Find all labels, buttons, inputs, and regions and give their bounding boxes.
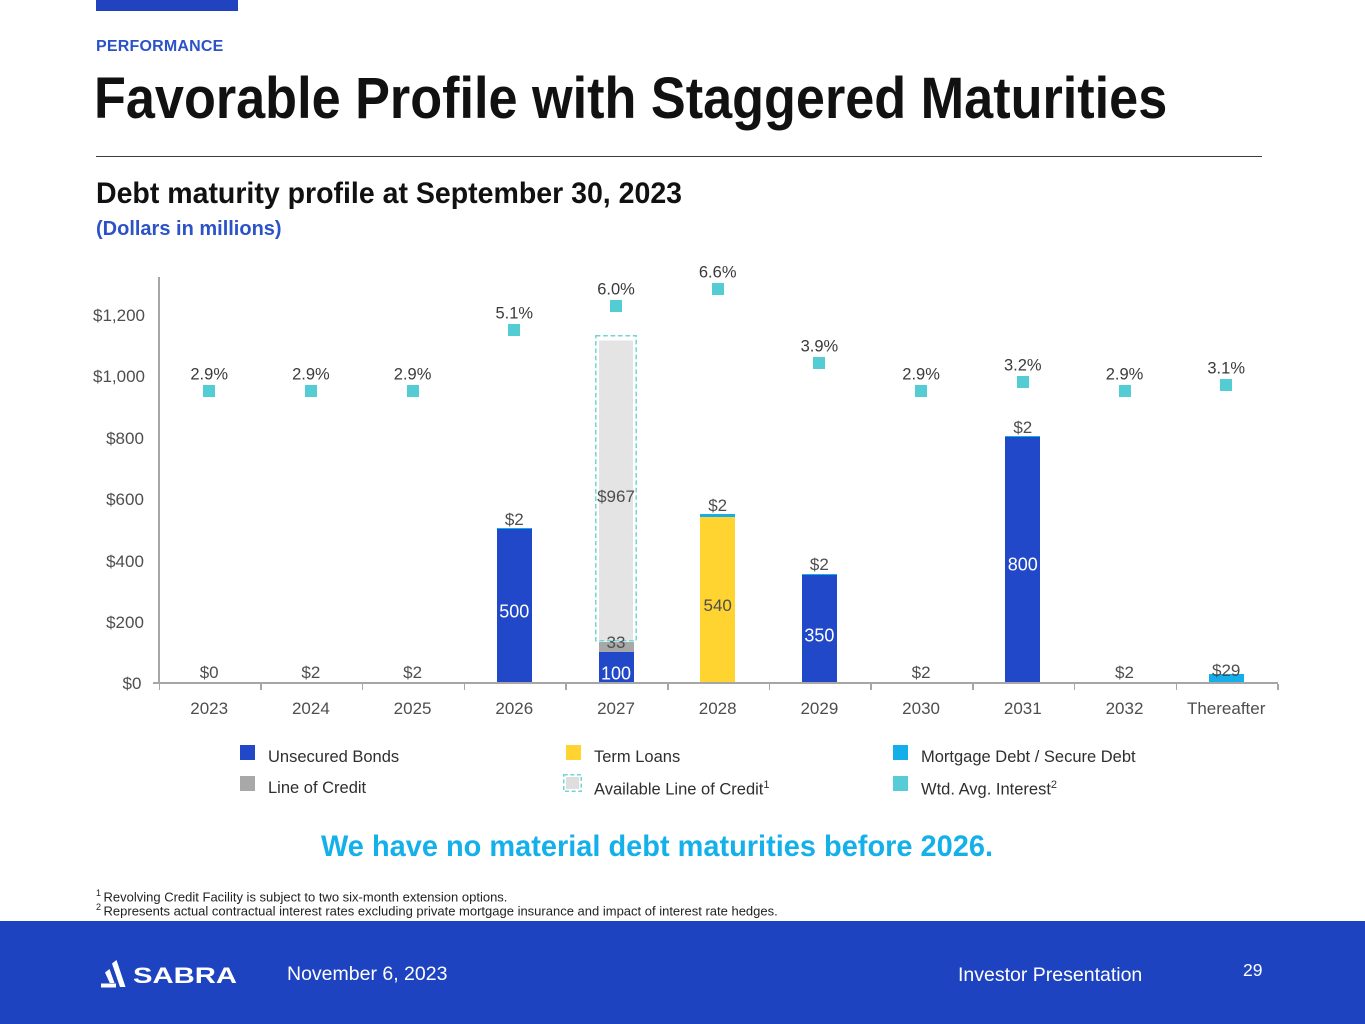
svg-text:SABRA: SABRA xyxy=(133,963,237,988)
